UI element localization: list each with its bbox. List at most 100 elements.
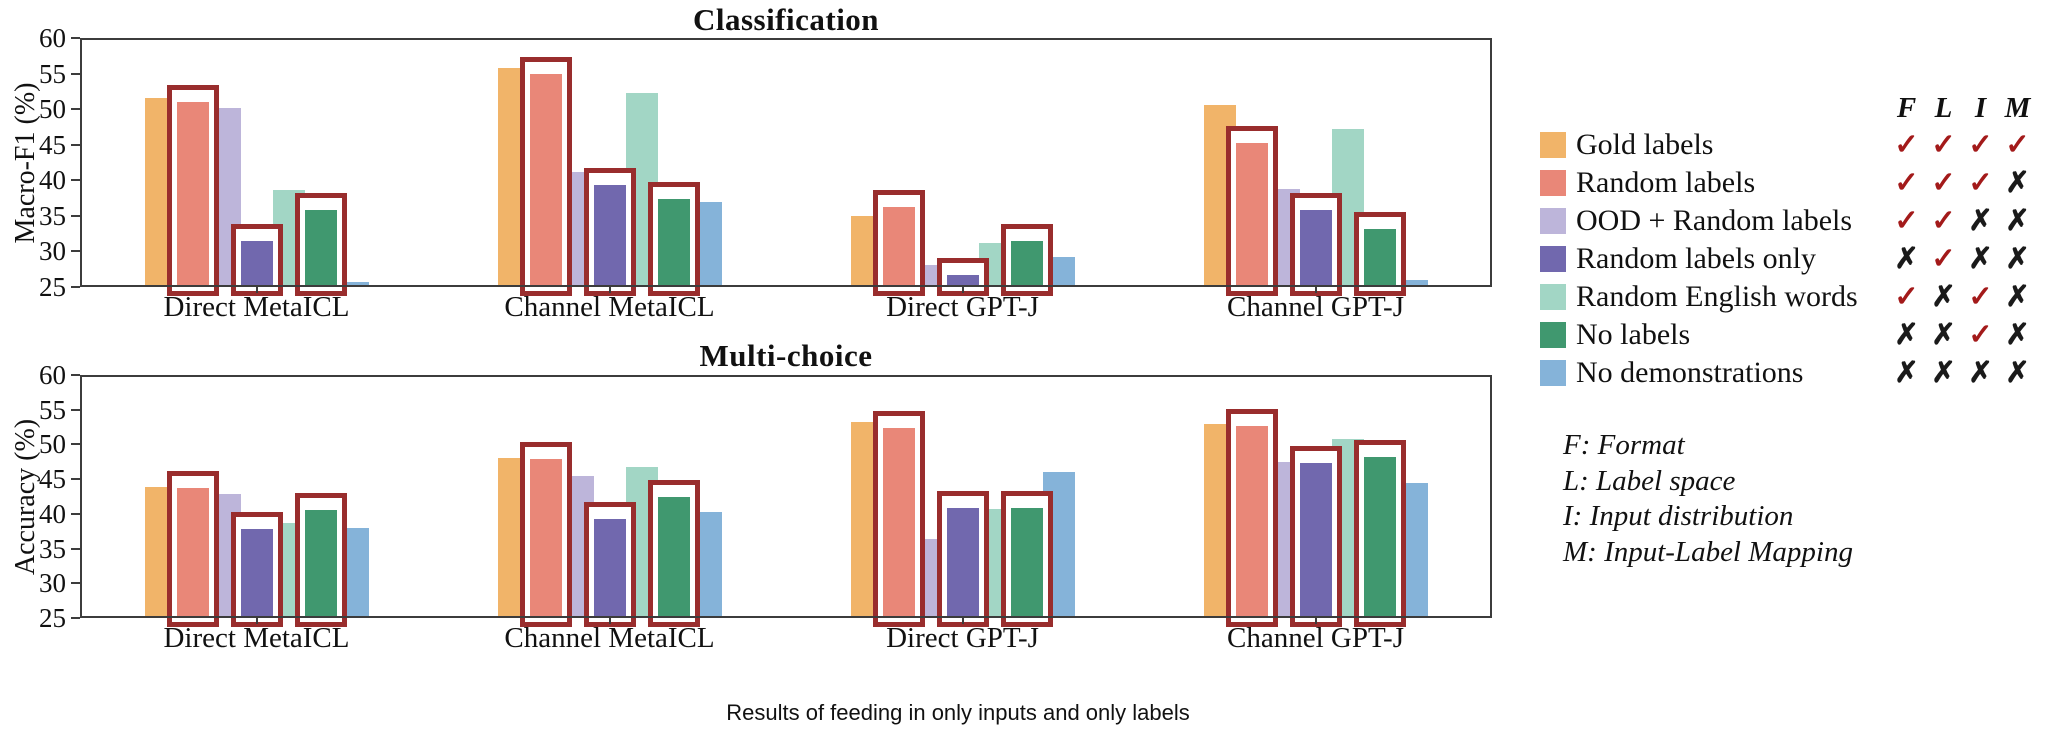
y-tick-label: 45 <box>39 129 66 160</box>
check-icon: ✓ <box>1968 167 1993 199</box>
y-tick-mark <box>71 286 80 288</box>
y-tick-mark <box>71 37 80 39</box>
cross-icon: ✗ <box>1931 281 1956 313</box>
cross-icon: ✗ <box>1968 205 1993 237</box>
check-icon: ✓ <box>1968 281 1993 313</box>
x-category-label: Direct GPT-J <box>886 622 1039 654</box>
check-icon: ✓ <box>1894 281 1919 313</box>
check-icon: ✓ <box>1894 205 1919 237</box>
legend-item: Random labels only ✗ ✓ ✗ ✗ <box>1540 240 2036 278</box>
check-icon: ✓ <box>1968 129 1993 161</box>
footnote-format: F: Format <box>1563 429 1685 461</box>
y-tick-label: 25 <box>39 603 66 633</box>
y-tick-mark <box>71 374 80 376</box>
legend-item-label: Random labels <box>1576 166 1756 199</box>
legend-header-input-label-mapping: M <box>2004 92 2031 124</box>
legend-item-label: Gold labels <box>1576 128 1714 161</box>
bar-random-labels-only <box>1299 463 1332 618</box>
x-category-label: Direct MetaICL <box>163 291 350 323</box>
y-tick-label: 55 <box>39 394 66 425</box>
bar-random-labels <box>529 74 562 287</box>
bar-random-labels-only <box>240 240 273 287</box>
legend-swatch <box>1540 322 1566 348</box>
y-tick-mark <box>71 214 80 217</box>
bar-random-labels <box>1235 426 1268 618</box>
cross-icon: ✗ <box>1931 357 1956 389</box>
bar-random-labels-only <box>593 519 626 618</box>
legend-item-label: No demonstrations <box>1576 356 1804 389</box>
x-tick-mark <box>1314 618 1317 624</box>
bar-random-labels <box>1235 143 1268 287</box>
cross-icon: ✗ <box>2005 167 2030 199</box>
y-tick-mark <box>71 408 80 411</box>
cross-icon: ✗ <box>1894 319 1919 351</box>
y-tick-mark <box>71 547 80 550</box>
y-tick-mark <box>71 478 80 481</box>
check-icon: ✓ <box>2005 129 2030 161</box>
x-tick-mark <box>961 618 964 624</box>
legend-header-label-space: L <box>1934 92 1953 124</box>
bar-no-labels <box>1010 241 1043 287</box>
legend-swatch <box>1540 360 1566 386</box>
x-tick-mark <box>255 287 258 293</box>
bar-no-demonstrations <box>336 282 369 287</box>
y-tick-label: 40 <box>39 165 66 196</box>
cross-icon: ✗ <box>1968 243 1993 275</box>
bar-no-labels <box>1363 456 1396 618</box>
y-tick-label: 30 <box>39 568 66 599</box>
bar-random-labels <box>176 488 209 618</box>
x-category-label: Channel MetaICL <box>504 622 715 654</box>
bar-no-labels <box>657 496 690 618</box>
figure-caption: Results of feeding in only inputs and on… <box>726 700 1190 725</box>
legend-item: No labels ✗ ✗ ✓ ✗ <box>1540 316 2036 354</box>
bar-random-labels <box>882 427 915 618</box>
bar-random-labels-only <box>240 529 273 618</box>
x-tick-mark <box>1314 287 1317 293</box>
legend: Gold labels ✓ ✓ ✓ ✓ Random labels ✓ ✓ ✓ ✗ OOD + Ra… <box>1540 126 2036 392</box>
legend-criteria-header: F L I M <box>1888 92 2036 125</box>
legend-swatch <box>1540 208 1566 234</box>
y-tick-label: 45 <box>39 464 66 495</box>
y-tick-mark <box>71 179 80 182</box>
x-category-label: Channel GPT-J <box>1227 622 1404 654</box>
check-icon: ✓ <box>1894 167 1919 199</box>
legend-item: Gold labels ✓ ✓ ✓ ✓ <box>1540 126 2036 164</box>
legend-item-label: Random labels only <box>1576 242 1816 275</box>
y-tick-label: 25 <box>39 272 66 302</box>
bar-no-labels <box>304 210 337 287</box>
x-tick-mark <box>255 618 258 624</box>
y-tick-mark <box>71 617 80 619</box>
multichoice-plot-area: 25 30 35 40 45 50 55 60 Direct MetaICL Channel Me… <box>39 360 1492 654</box>
check-icon: ✓ <box>1931 129 1956 161</box>
check-icon: ✓ <box>1968 319 1993 351</box>
footnote-input-distribution: I: Input distribution <box>1563 500 1794 532</box>
legend-item: OOD + Random labels ✓ ✓ ✗ ✗ <box>1540 202 2036 240</box>
x-tick-mark <box>961 287 964 293</box>
y-tick-label: 30 <box>39 236 66 267</box>
cross-icon: ✗ <box>1931 319 1956 351</box>
cross-icon: ✗ <box>2005 243 2030 275</box>
y-tick-label: 35 <box>39 533 66 564</box>
x-category-label: Channel MetaICL <box>504 291 715 323</box>
bar-random-labels-only <box>1299 210 1332 287</box>
bar-random-labels-only <box>946 274 979 287</box>
y-tick-label: 40 <box>39 498 66 529</box>
classification-plot-area: 25 30 35 40 45 50 55 60 Direct MetaICL Channel Me… <box>39 23 1492 323</box>
legend-header-input-distribution: I <box>1974 92 1987 124</box>
y-tick-label: 50 <box>39 429 66 460</box>
cross-icon: ✗ <box>2005 357 2030 389</box>
bar-random-labels <box>176 102 209 287</box>
y-tick-label: 50 <box>39 94 66 125</box>
legend-swatch <box>1540 246 1566 272</box>
bar-no-labels <box>304 510 337 618</box>
y-tick-mark <box>71 143 80 146</box>
bar-no-labels <box>657 199 690 287</box>
legend-swatch <box>1540 170 1566 196</box>
x-tick-mark <box>608 618 611 624</box>
multichoice-chart-title: Multi-choice <box>699 338 873 373</box>
bar-no-labels <box>1010 508 1043 618</box>
legend-item: Random English words ✓ ✗ ✓ ✗ <box>1540 278 2036 316</box>
legend-header-format: F <box>1896 92 1917 124</box>
x-category-label: Direct GPT-J <box>886 291 1039 323</box>
y-tick-mark <box>71 443 80 446</box>
